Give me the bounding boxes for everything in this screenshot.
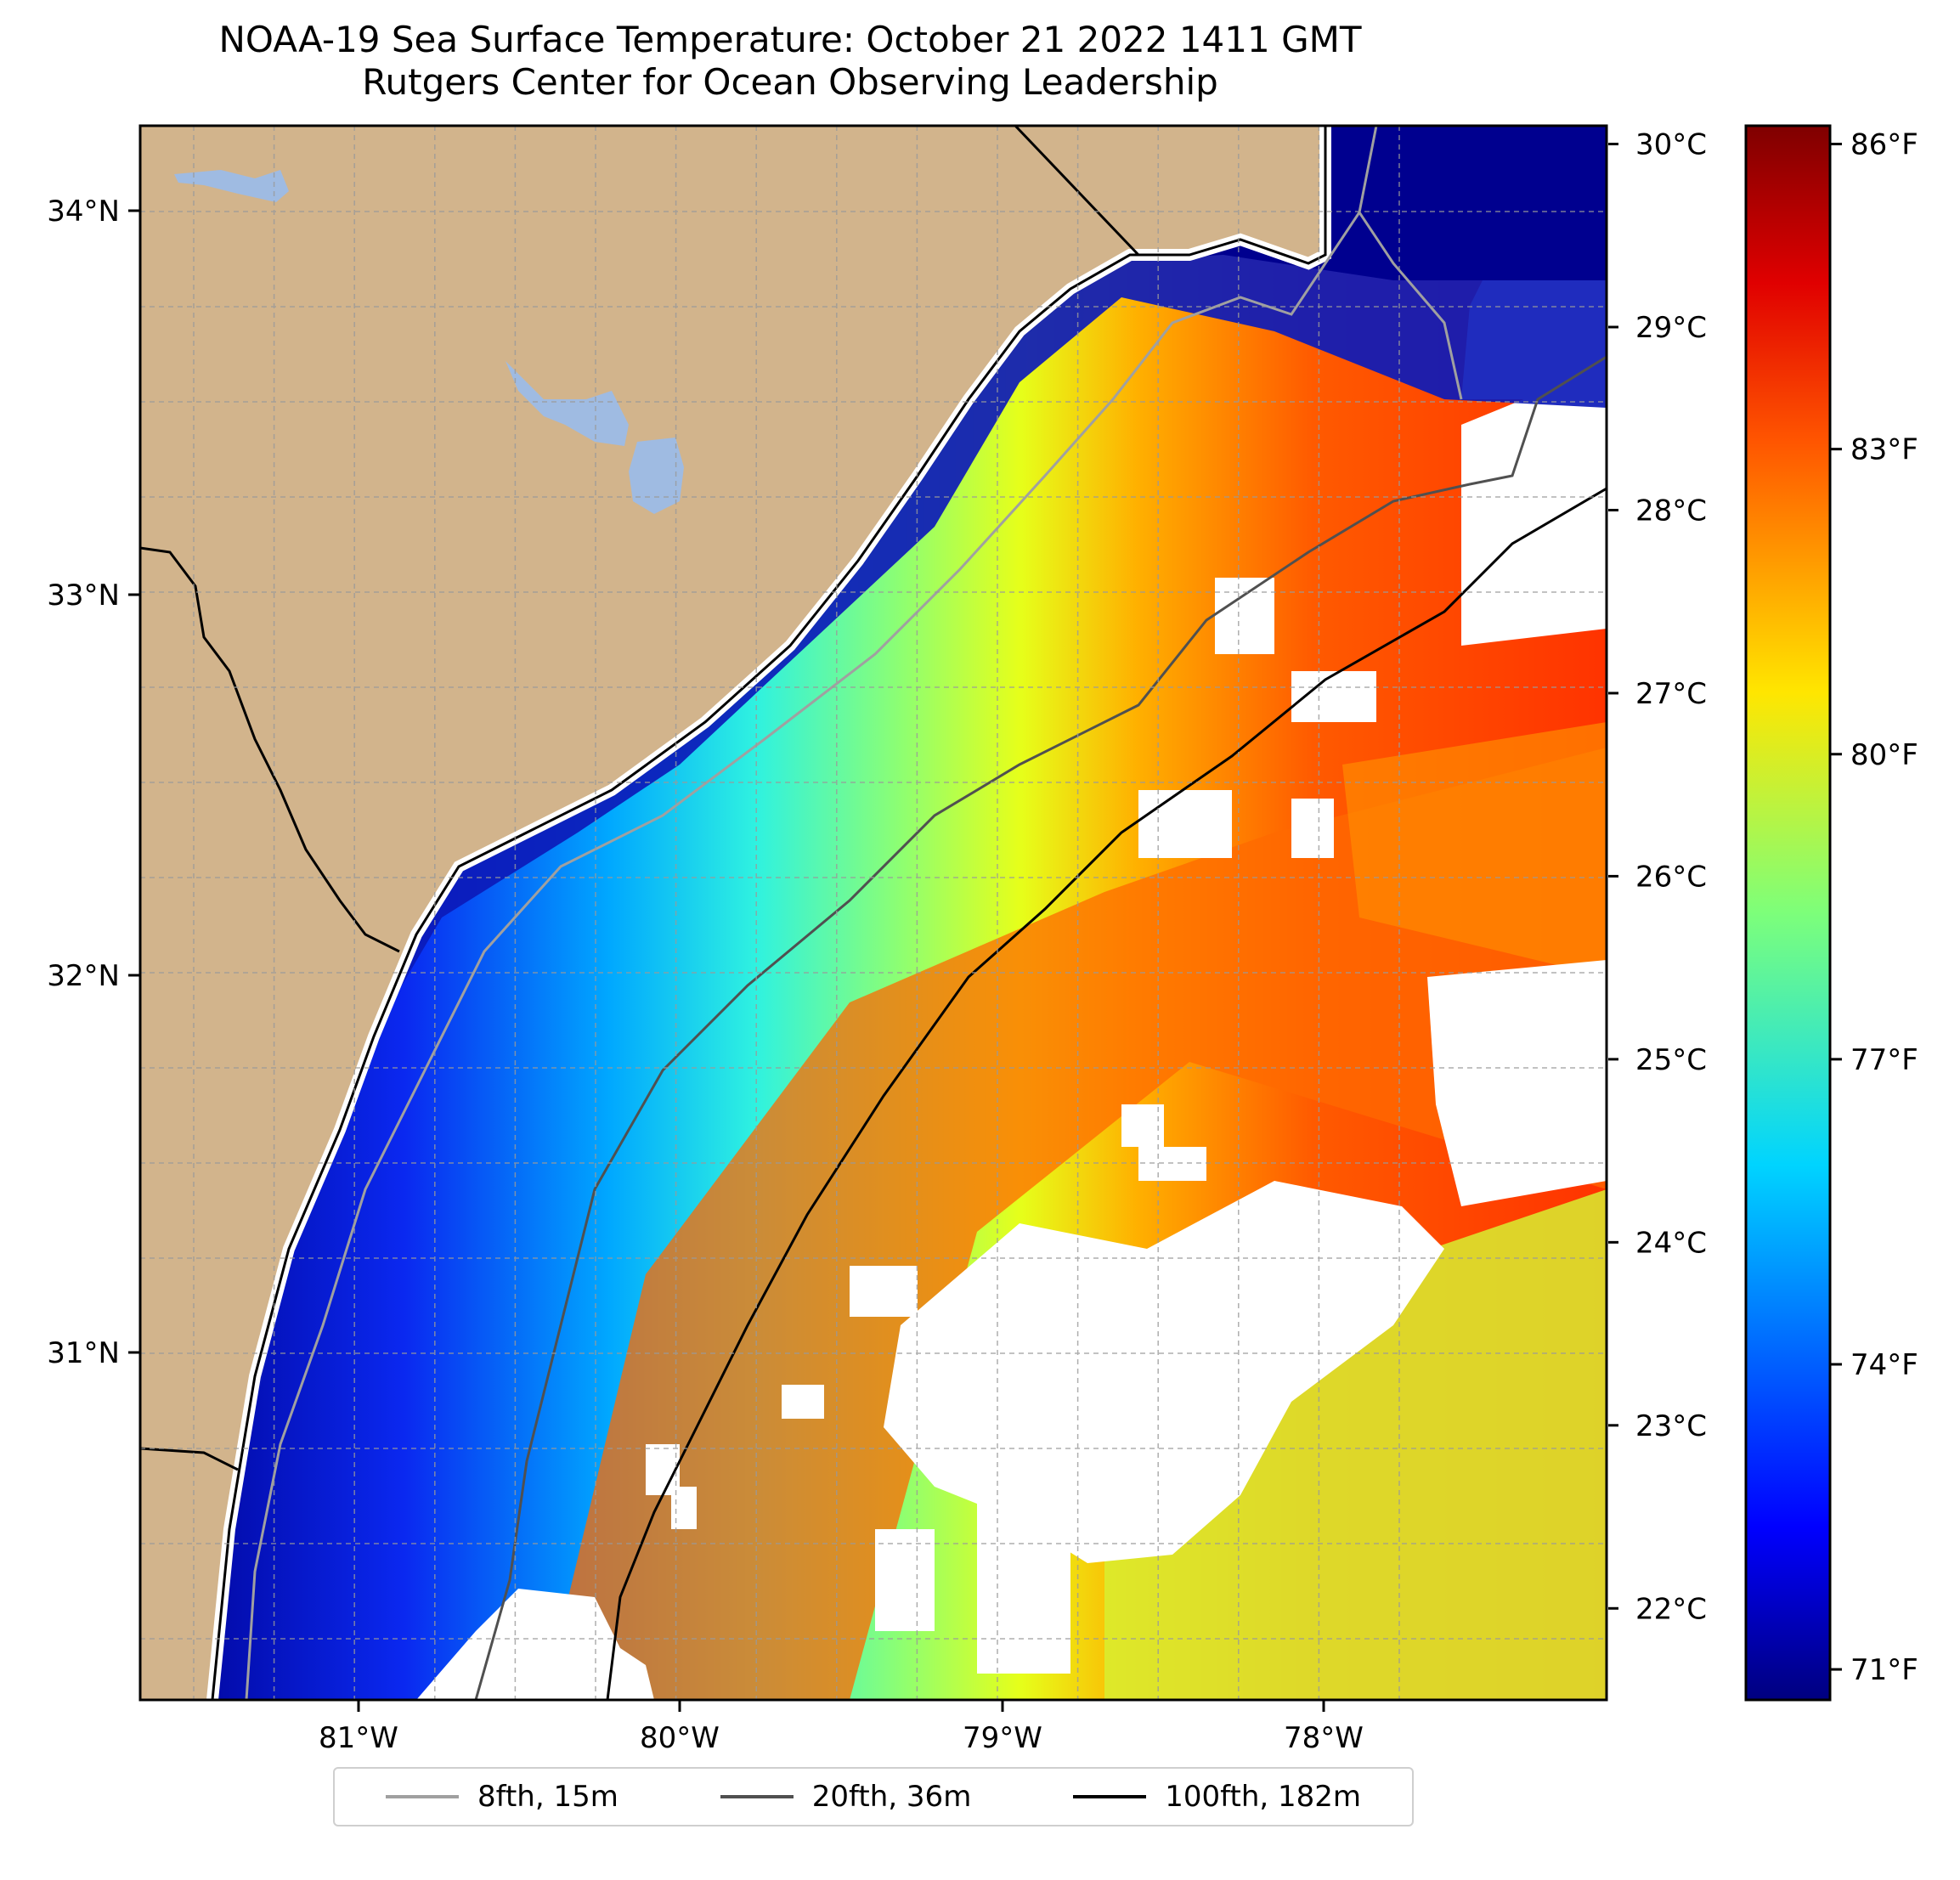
fahrenheit-tick-label: 71°F	[1850, 1653, 1918, 1687]
fahrenheit-tick-label: 77°F	[1850, 1043, 1918, 1077]
legend-label-8fth: 8fth, 15m	[477, 1780, 619, 1814]
colorbar-celsius-axis: 30°C 29°C 28°C 27°C 26°C 25°C 24°C 23°C 22°C	[1608, 128, 1707, 1626]
gridlines	[140, 126, 1607, 1700]
map-area	[140, 126, 1607, 1700]
celsius-tick-label: 24°C	[1635, 1226, 1707, 1260]
gulf-stream-warm-core	[544, 748, 1607, 1700]
map-title: NOAA-19 Sea Surface Temperature: October…	[0, 19, 1580, 104]
lon-tick-label: 79°W	[963, 1721, 1042, 1755]
celsius-tick-label: 23°C	[1635, 1409, 1707, 1443]
fahrenheit-tick-label: 74°F	[1850, 1348, 1918, 1382]
state-border-nc-sc	[1014, 126, 1140, 257]
lake-marion	[506, 361, 629, 446]
lake-moultrie	[629, 438, 684, 514]
legend-item-20fth: 20fth, 36m	[720, 1780, 972, 1814]
longitude-axis: 81°W 80°W 79°W 78°W	[319, 1700, 1364, 1755]
isobath-100fth	[606, 487, 1607, 1700]
lat-tick-label: 34°N	[47, 195, 120, 229]
lon-tick-label: 78°W	[1284, 1721, 1364, 1755]
latitude-axis: 34°N 33°N 32°N 31°N	[47, 195, 140, 1370]
lat-tick-label: 31°N	[47, 1336, 120, 1370]
legend-item-8fth: 8fth, 15m	[385, 1780, 619, 1814]
fahrenheit-tick-label: 83°F	[1850, 433, 1918, 467]
lon-tick-label: 81°W	[319, 1721, 398, 1755]
coastline	[211, 126, 1327, 1700]
title-line-2: Rutgers Center for Ocean Observing Leade…	[362, 61, 1218, 103]
legend-item-100fth: 100fth, 182m	[1073, 1780, 1361, 1814]
fahrenheit-tick-label: 86°F	[1850, 128, 1918, 162]
celsius-tick-label: 28°C	[1635, 494, 1707, 528]
legend-line-8fth	[385, 1795, 459, 1798]
map-frame	[138, 124, 1608, 1702]
state-border-sc-ga	[140, 546, 400, 953]
lake-north	[174, 170, 289, 202]
legend-label-100fth: 100fth, 182m	[1165, 1780, 1362, 1814]
legend-line-20fth	[720, 1795, 794, 1798]
colorbar	[1744, 124, 1832, 1702]
lon-tick-label: 80°W	[640, 1721, 720, 1755]
isobath-20fth	[474, 355, 1607, 1700]
warm-eddy-east	[1342, 722, 1607, 977]
celsius-tick-label: 26°C	[1635, 860, 1707, 894]
celsius-tick-label: 25°C	[1635, 1043, 1707, 1077]
land-mass	[140, 126, 1325, 1700]
celsius-tick-label: 30°C	[1635, 128, 1707, 162]
legend-line-100fth	[1073, 1795, 1147, 1798]
legend-label-20fth: 20fth, 36m	[811, 1780, 972, 1814]
lakes	[174, 170, 684, 514]
isobath-8fth	[245, 126, 1463, 1700]
fahrenheit-tick-label: 80°F	[1850, 738, 1918, 772]
celsius-tick-label: 27°C	[1635, 677, 1707, 711]
isobath-legend: 8fth, 15m 20fth, 36m 100fth, 182m	[333, 1767, 1414, 1826]
lat-tick-label: 32°N	[47, 959, 120, 993]
celsius-tick-label: 22°C	[1635, 1592, 1707, 1626]
lat-tick-label: 33°N	[47, 579, 120, 613]
state-border-ga-fl	[140, 1447, 239, 1471]
celsius-tick-label: 29°C	[1635, 311, 1707, 345]
colorbar-fahrenheit-axis: 86°F 83°F 80°F 77°F 74°F 71°F	[1830, 128, 1918, 1687]
title-line-1: NOAA-19 Sea Surface Temperature: October…	[218, 19, 1362, 60]
